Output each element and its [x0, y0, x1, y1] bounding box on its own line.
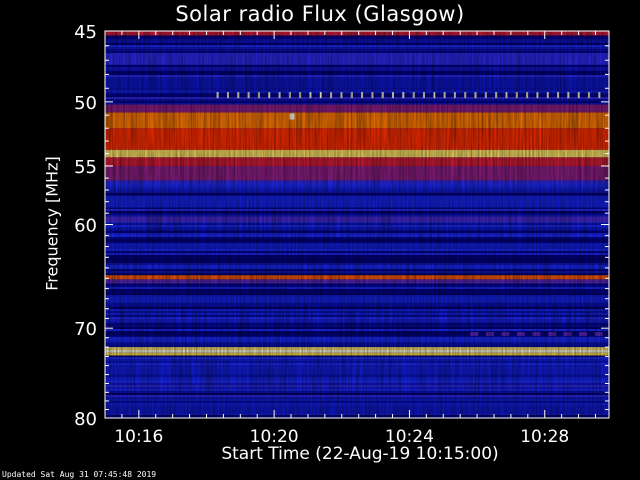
chart-title: Solar radio Flux (Glasgow)	[175, 2, 465, 26]
x-axis-label: Start Time (22-Aug-19 10:15:00)	[221, 444, 499, 464]
y-tick-label: 50	[74, 93, 97, 114]
x-tick-label: 10:16	[114, 427, 163, 447]
x-tick-label: 10:24	[385, 427, 434, 447]
y-tick-label: 70	[74, 319, 97, 340]
y-tick-label: 55	[74, 157, 97, 178]
x-axis: 10:16 10:20 10:24 10:28	[104, 31, 596, 447]
y-axis-label: Frequency [MHz]	[42, 156, 62, 291]
plot-area	[105, 31, 609, 418]
y-tick-label: 80	[74, 409, 97, 430]
noise-texture	[105, 31, 609, 418]
updated-timestamp: Updated Sat Aug 31 07:45:48 2019	[2, 470, 157, 479]
x-tick-label: 10:28	[520, 427, 569, 447]
y-axis: 45 50 55 60 70 80	[74, 22, 609, 430]
y-tick-label: 45	[74, 22, 97, 43]
x-tick-label: 10:20	[250, 427, 299, 447]
y-tick-label: 60	[74, 216, 97, 237]
